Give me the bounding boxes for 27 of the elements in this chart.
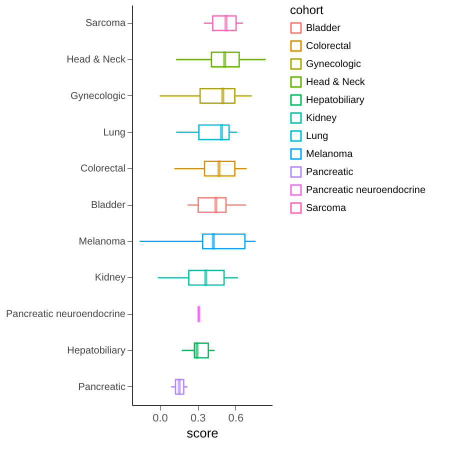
y-tick-label: Pancreatic (78, 382, 126, 393)
legend-label: Pancreatic (306, 167, 354, 178)
x-tick-label: 0.6 (228, 412, 244, 424)
y-tick-label: Lung (103, 127, 126, 138)
legend-label: Kidney (306, 113, 337, 124)
legend-label: Hepatobiliary (306, 95, 364, 106)
legend-label: Bladder (306, 23, 342, 34)
y-tick-label: Sarcoma (85, 18, 126, 30)
y-tick-label: Head & Neck (66, 54, 126, 66)
y-tick-label: Gynecologic (70, 90, 126, 102)
legend-label: Head & Neck (306, 77, 366, 88)
y-tick-label: Colorectal (80, 164, 126, 175)
legend-label: Colorectal (306, 41, 352, 52)
y-tick-label: Melanoma (78, 236, 126, 248)
x-tick-label: 0.0 (152, 412, 168, 424)
x-axis-title: score (186, 426, 218, 440)
y-tick-label: Bladder (91, 200, 126, 211)
legend-label: Pancreatic neuroendocrine (306, 185, 426, 196)
legend-label: Gynecologic (306, 59, 362, 70)
legend-label: Melanoma (306, 149, 354, 160)
y-tick-label: Pancreatic neuroendocrine (6, 309, 126, 320)
y-tick-label: Kidney (94, 272, 126, 284)
x-tick-label: 0.3 (190, 412, 206, 424)
legend-title: cohort (290, 3, 324, 17)
y-tick-label: Hepatobiliary (67, 345, 126, 356)
legend-label: Lung (306, 131, 328, 142)
legend-label: Sarcoma (306, 203, 346, 214)
